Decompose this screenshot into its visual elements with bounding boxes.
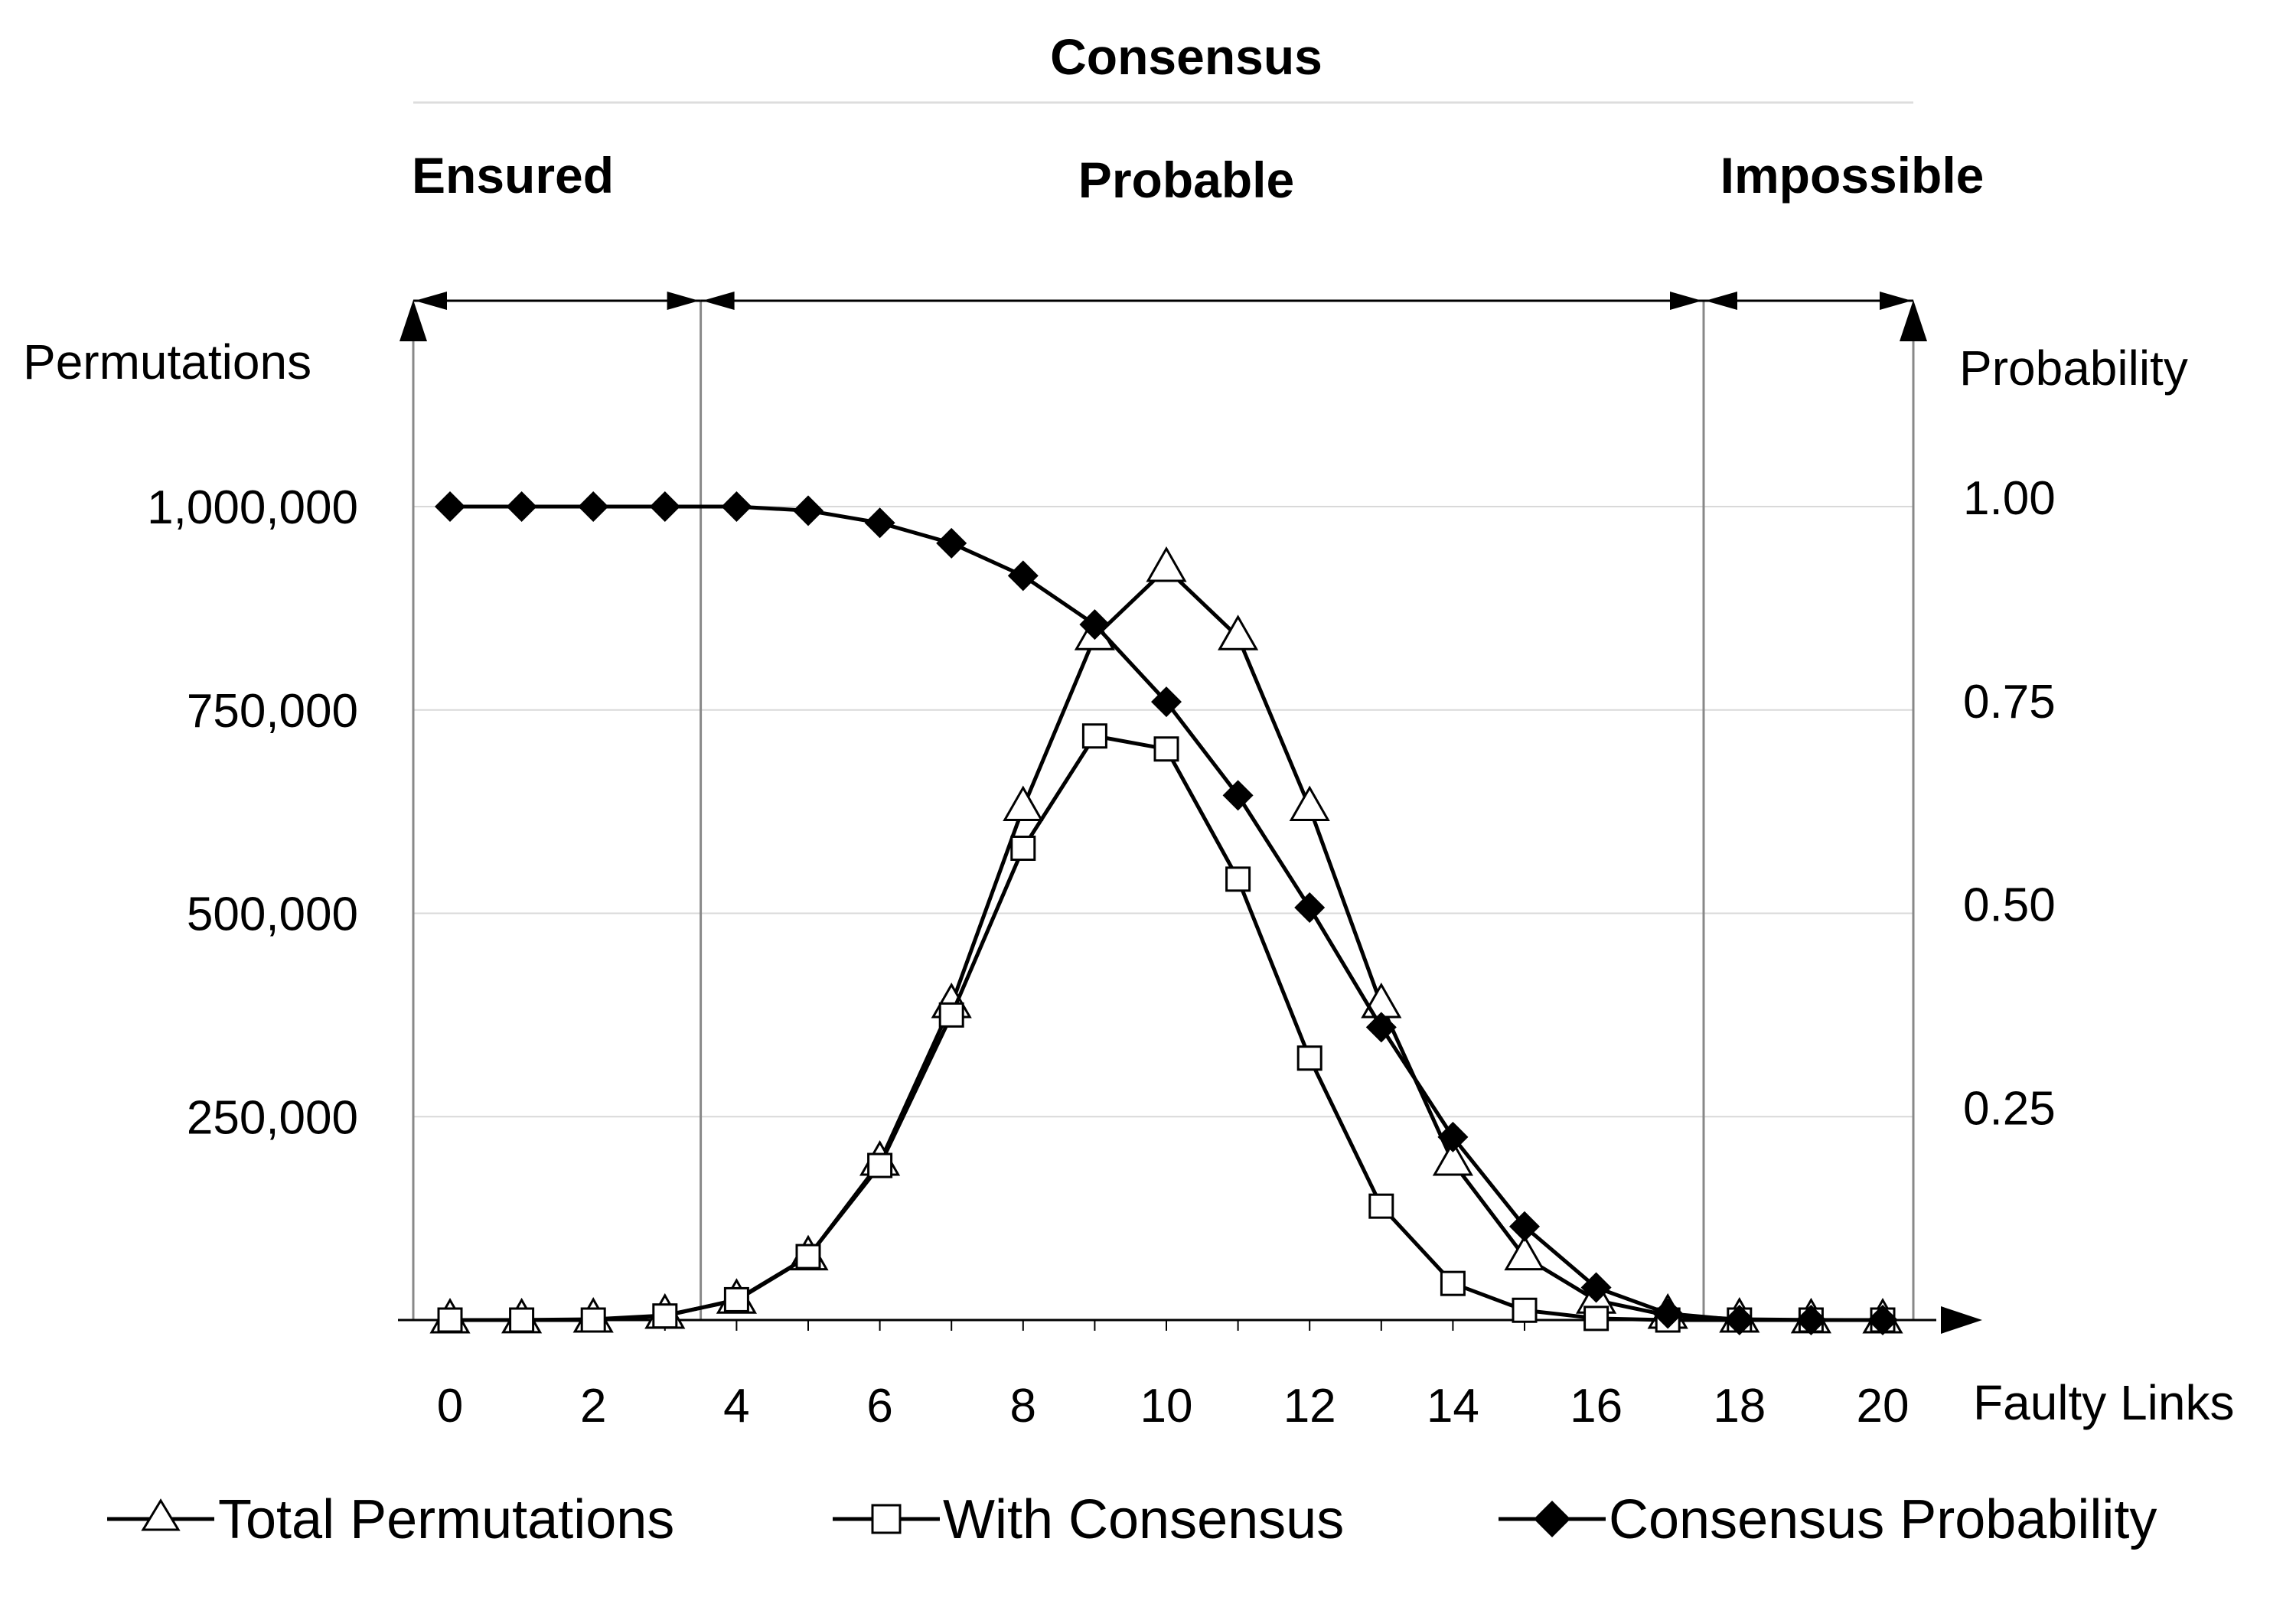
square-point <box>580 1307 606 1333</box>
svg-text:With Consensus: With Consensus <box>943 1489 1344 1550</box>
triangle-point <box>1432 1139 1473 1176</box>
diamond-point <box>1580 1272 1612 1303</box>
up-arrow-icon <box>1900 300 1927 341</box>
square-point <box>867 1152 893 1178</box>
y-axis-right-title: Probability <box>1959 341 2188 396</box>
chart-title: Consensus <box>1050 28 1322 85</box>
x-tick-label: 0 <box>437 1380 463 1433</box>
region-label-probable: Probable <box>1078 152 1294 208</box>
diamond-point <box>435 491 465 522</box>
diamond-point <box>1222 780 1254 811</box>
x-tick-label: 16 <box>1570 1380 1623 1433</box>
triangle-point <box>1289 785 1330 821</box>
right-arrow-icon <box>1670 292 1702 310</box>
diamond-point <box>1795 1305 1827 1335</box>
triangle-point <box>1146 546 1187 582</box>
total-permutations-line <box>449 566 1883 1322</box>
x-tick-label: 4 <box>723 1380 749 1433</box>
diamond-point <box>1007 560 1039 592</box>
diamond-point <box>864 507 895 539</box>
diamond-point <box>1437 1121 1469 1152</box>
svg-text:Consensus Probability: Consensus Probability <box>1609 1489 2157 1550</box>
square-point <box>795 1244 821 1270</box>
diamond-marker-icon <box>1534 1501 1570 1537</box>
diamond-point <box>1867 1305 1898 1335</box>
y-right-tick-label: 1.00 <box>1963 472 2056 525</box>
diamond-point <box>936 527 967 559</box>
left-arrow-icon <box>415 292 447 310</box>
square-point <box>1368 1193 1394 1219</box>
square-point <box>1583 1305 1609 1332</box>
left-arrow-icon <box>1705 292 1737 310</box>
diamond-point <box>578 491 609 522</box>
x-axis-title: Faulty Links <box>1973 1375 2234 1430</box>
square-point <box>1296 1045 1322 1071</box>
square-point <box>723 1286 749 1312</box>
diamond-point <box>1365 1012 1397 1043</box>
region-label-impossible: Impossible <box>1720 147 1985 204</box>
legend-item-total-permutations: Total Permutations <box>107 1489 674 1550</box>
y-right-tick-label: 0.25 <box>1963 1082 2056 1135</box>
x-tick-label: 6 <box>866 1380 892 1433</box>
diamond-point <box>649 491 680 522</box>
axes <box>398 300 1982 1334</box>
diamond-point <box>721 491 752 522</box>
left-arrow-icon <box>702 292 735 310</box>
y-right-tick-label: 0.50 <box>1963 879 2056 932</box>
series-with-consensus <box>437 723 1896 1333</box>
y-right-tick-label: 0.75 <box>1963 676 2056 729</box>
square-point <box>1512 1297 1538 1323</box>
square-point <box>1081 723 1107 749</box>
series-total-permutations <box>429 546 1903 1334</box>
diamond-point <box>1509 1211 1540 1242</box>
x-tick-label: 10 <box>1140 1380 1193 1433</box>
diamond-point <box>506 491 537 522</box>
region-dividers <box>413 292 1913 1320</box>
y-left-tick-label: 500,000 <box>187 888 358 941</box>
diamond-point <box>1652 1298 1684 1329</box>
series-consensus-probability <box>435 491 1898 1335</box>
region-label-ensured: Ensured <box>412 147 614 204</box>
y-left-tick-label: 1,000,000 <box>147 481 358 534</box>
square-point <box>1010 835 1036 861</box>
square-point <box>509 1307 535 1333</box>
square-point <box>938 1002 964 1028</box>
square-point <box>1225 866 1251 892</box>
triangle-marker-icon <box>141 1498 181 1531</box>
legend-item-consensus-probability: Consensus Probability <box>1499 1489 2157 1550</box>
right-arrow-icon <box>667 292 700 310</box>
with-consensus-line <box>450 734 1883 1322</box>
x-tick-label: 12 <box>1283 1380 1336 1433</box>
square-marker-icon <box>871 1504 902 1534</box>
up-arrow-icon <box>400 300 427 341</box>
x-tick-label: 18 <box>1713 1380 1766 1433</box>
x-tick-label: 2 <box>580 1380 606 1433</box>
square-point <box>1440 1270 1466 1296</box>
triangle-point <box>1218 614 1259 650</box>
gridlines <box>413 506 1913 1118</box>
x-tick-label: 20 <box>1857 1380 1910 1433</box>
svg-text:Total Permutations: Total Permutations <box>218 1489 674 1550</box>
square-point <box>437 1307 463 1333</box>
x-tick-label: 8 <box>1010 1380 1036 1433</box>
triangle-point <box>1504 1234 1545 1271</box>
right-arrow-icon <box>1880 292 1912 310</box>
legend: Total Permutations With Consensus Consen… <box>107 1489 2157 1550</box>
right-arrow-icon <box>1941 1306 1982 1334</box>
y-left-tick-label: 750,000 <box>187 685 358 738</box>
diamond-point <box>1724 1305 1755 1335</box>
diamond-point <box>1294 892 1326 924</box>
triangle-point <box>1003 785 1044 821</box>
x-tick-label: 14 <box>1427 1380 1479 1433</box>
y-left-tick-label: 250,000 <box>187 1091 358 1144</box>
diamond-point <box>1151 686 1182 718</box>
diamond-point <box>1079 609 1110 641</box>
legend-item-with-consensus: With Consensus <box>833 1489 1344 1550</box>
square-point <box>1153 736 1179 762</box>
y-axis-left-title: Permutations <box>23 334 311 390</box>
diamond-point <box>793 495 823 526</box>
square-point <box>652 1303 678 1329</box>
tick-labels: 0 2 4 6 8 10 12 14 16 18 20 250,000 500,000 750,000 1,… <box>147 472 2056 1433</box>
